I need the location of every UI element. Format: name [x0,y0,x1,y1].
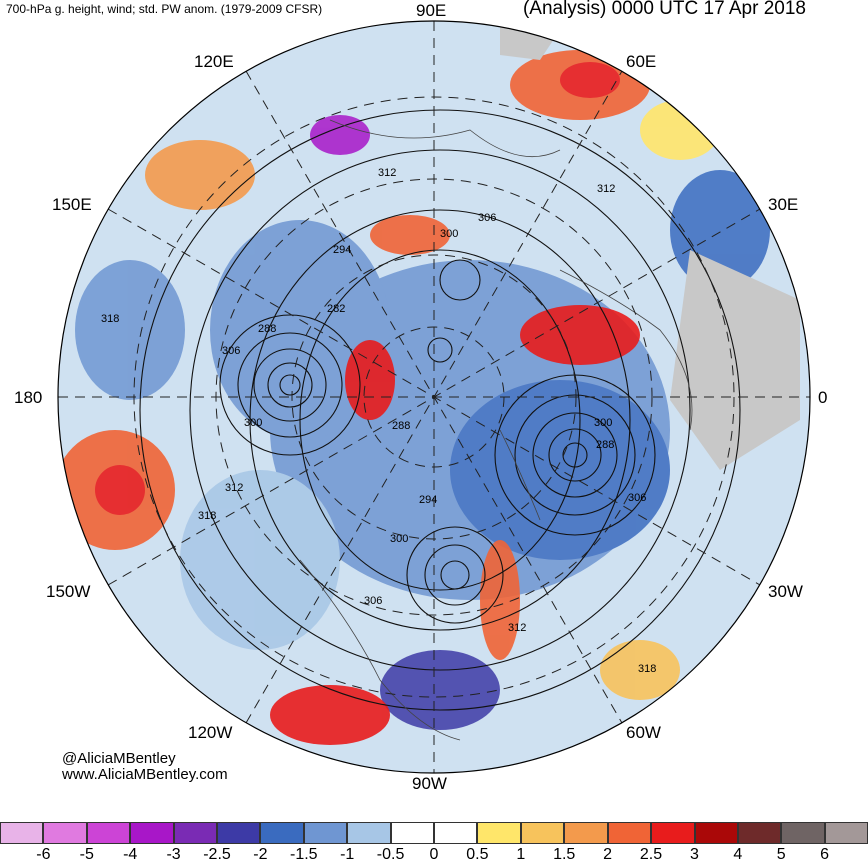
contour-label: 318 [198,510,217,522]
contour-label: 312 [508,622,527,634]
map-title: 700-hPa g. height, wind; std. PW anom. (… [6,2,323,16]
colorbar-tick-label: -1 [340,846,355,863]
lon-label-120e: 120E [194,52,234,71]
contour-label: 312 [225,482,244,494]
colorbar-ticks: -6 -5 -4 -3 -2.5 -2 -1.5 -1 -0.5 0 0.5 1 1.5 2 2.5 3 4 5 6 [0,846,868,866]
colorbar-tick-label: 2.5 [639,846,663,863]
contour-label: 288 [596,439,615,451]
colorbar-swatch [260,822,304,844]
colorbar-tick-label: 6 [820,846,830,863]
polar-stereographic-map [57,20,811,774]
colorbar-swatch [303,822,348,844]
contour-label: 306 [628,492,647,504]
graticule [58,21,810,773]
lon-label-180: 180 [14,388,43,407]
colorbar-tick-label: 1 [516,846,526,863]
colorbar-swatch [390,822,435,844]
colorbar-tick-label: -5 [79,846,94,863]
contour-label: 300 [440,228,459,240]
colorbar-swatch [434,822,478,844]
colorbar-swatch [694,822,738,844]
colorbar-tick-label: -6 [36,846,51,863]
colorbar-swatch [347,822,391,844]
contour-label: 294 [333,244,352,256]
credit-url: www.AliciaMBentley.com [62,766,228,783]
lon-label-60e: 60E [626,52,657,71]
colorbar-tick-label: 0.5 [466,846,489,863]
colorbar-swatch [43,822,87,844]
positive-pw-anomaly-fields [58,50,720,745]
contour-label: 306 [478,212,497,224]
colorbar-swatch [607,822,652,844]
colorbar-swatch [173,822,218,844]
contour-label: 312 [378,167,397,179]
colorbar [0,822,868,844]
contour-label: 288 [392,420,411,432]
lon-label-150e: 150E [52,195,92,214]
contour-label: 288 [258,323,277,335]
credit-handle: @AliciaMBentley [62,750,176,767]
contour-label: 306 [364,595,383,607]
colorbar-swatch [520,822,565,844]
contour-label: 312 [597,183,616,195]
valid-time-title: (Analysis) 0000 UTC 17 Apr 2018 [522,0,806,19]
colorbar-tick-label: -1.5 [290,846,318,863]
colorbar-tick-label: 4 [733,846,743,863]
colorbar-swatch [477,822,521,844]
lon-label-60w: 60W [626,723,661,742]
colorbar-tick-label: 1.5 [553,846,576,863]
lon-label-30w: 30W [768,582,803,601]
colorbar-swatch [651,822,695,844]
colorbar-swatch [564,822,608,844]
coastlines [299,119,693,741]
colorbar-tick-label: 3 [689,846,699,863]
contour-label: 318 [101,313,120,325]
colorbar-tick-label: -0.5 [376,846,405,863]
lon-label-0: 0 [818,388,828,407]
lon-label-150w: 150W [46,582,91,601]
contour-label: 306 [222,345,241,357]
contour-label: 300 [390,533,409,545]
colorbar-tick-label: 0 [429,846,439,863]
colorbar-swatch [86,822,131,844]
colorbar-tick-label: -2.5 [203,846,231,863]
colorbar-swatch [824,822,868,844]
colorbar-swatch [130,822,174,844]
colorbar-tick-label: 2 [603,846,613,863]
contour-label: 300 [594,417,613,429]
colorbar-swatch [737,822,782,844]
contour-label: 318 [638,663,657,675]
lon-label-90w: 90W [412,774,447,793]
map-border [57,20,811,774]
colorbar-swatch [781,822,825,844]
colorbar-tick-label: 5 [776,846,786,863]
lon-label-30e: 30E [768,195,799,214]
colorbar-tick-label: -2 [253,846,268,863]
contour-label: 282 [327,303,346,315]
height-contours [139,109,741,711]
colorbar-tick-label: -4 [123,846,138,863]
lon-label-120w: 120W [188,723,233,742]
colorbar-swatch [217,822,261,844]
contour-label: 294 [419,494,438,506]
contour-label: 300 [244,417,263,429]
colorbar-swatch [0,822,44,844]
lon-label-90e: 90E [416,1,447,20]
colorbar-tick-label: -3 [166,846,181,863]
